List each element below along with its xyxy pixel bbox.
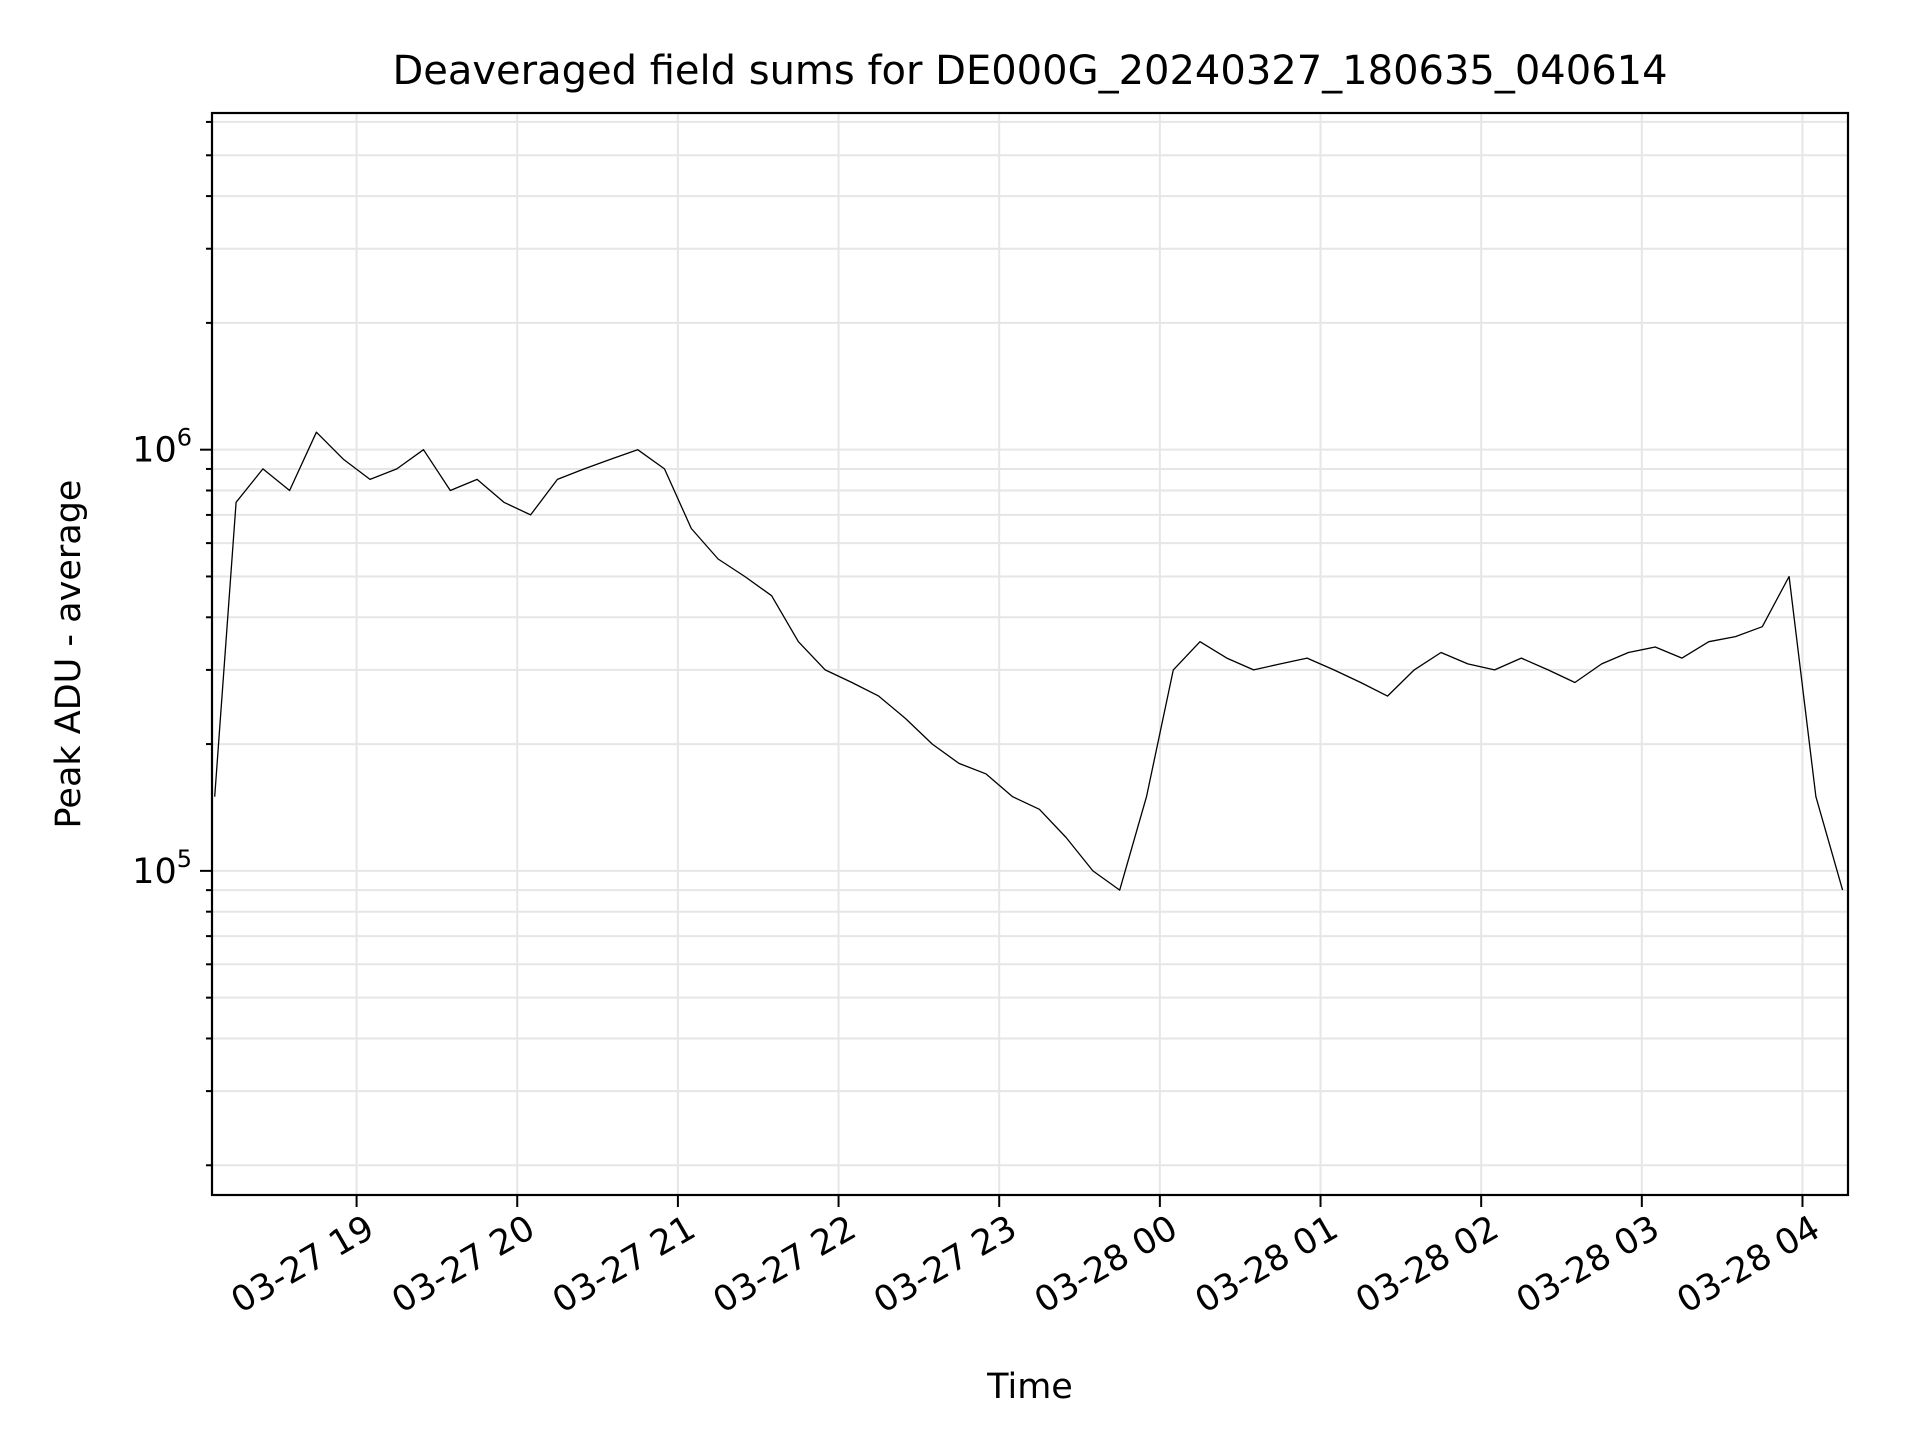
- grid-lines: [212, 113, 1848, 1195]
- plot-frame: [210, 111, 1850, 1197]
- y-axis-label: Peak ADU - average: [49, 480, 89, 829]
- x-axis-label: Time: [986, 1367, 1073, 1407]
- chart-title: Deaveraged field sums for DE000G_2024032…: [392, 48, 1667, 94]
- series-line-0: [214, 431, 1844, 891]
- y-tick-label-exponent: 5: [177, 845, 192, 873]
- y-tick-label: 105: [132, 845, 192, 892]
- y-tick-label-base: 10: [132, 852, 177, 892]
- y-tick-label-exponent: 6: [177, 424, 192, 452]
- y-tick-label-base: 10: [132, 431, 177, 471]
- y-tick-label: 106: [132, 424, 192, 471]
- series-group: [214, 431, 1844, 891]
